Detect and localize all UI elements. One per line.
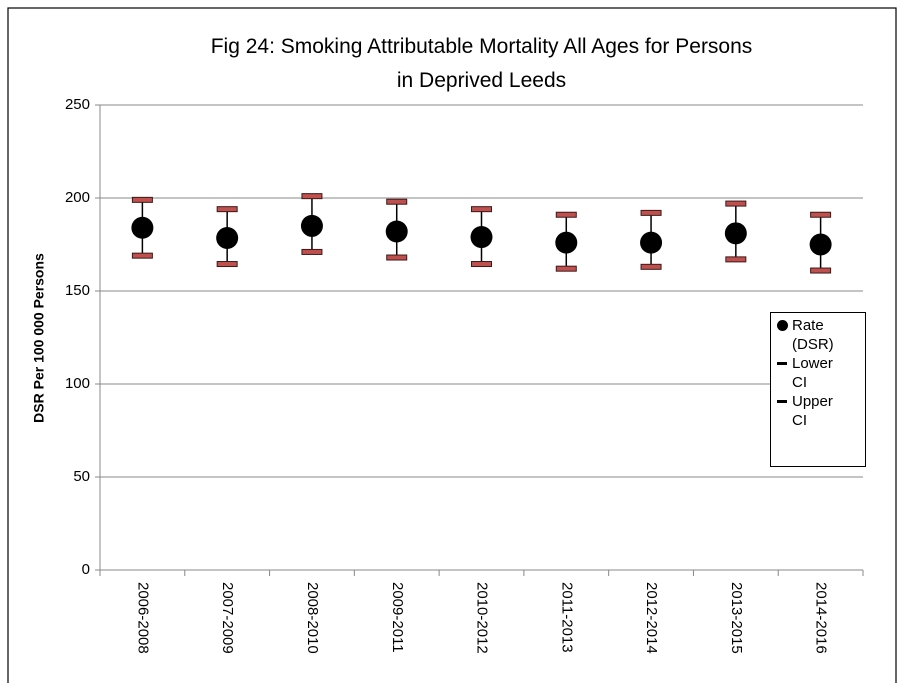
ci-marker bbox=[725, 200, 747, 207]
rate-marker bbox=[385, 220, 408, 243]
ci-marker bbox=[216, 261, 238, 268]
ci-marker bbox=[810, 211, 832, 218]
y-tick-label: 50 bbox=[73, 468, 90, 485]
rate-marker bbox=[300, 214, 323, 237]
rate-marker bbox=[216, 226, 239, 249]
legend-item: Rate (DSR) bbox=[775, 316, 861, 354]
x-tick-label: 2014-2016 bbox=[813, 582, 830, 654]
ci-marker bbox=[301, 193, 323, 200]
x-tick-label: 2011-2013 bbox=[558, 582, 575, 653]
chart-border bbox=[7, 7, 897, 683]
ci-marker bbox=[386, 254, 408, 261]
ci-marker bbox=[555, 265, 577, 272]
ci-marker bbox=[131, 252, 153, 259]
rate-marker bbox=[809, 233, 832, 256]
rate-marker bbox=[724, 222, 747, 245]
x-tick-label: 2006-2008 bbox=[134, 582, 151, 654]
legend-item: Upper CI bbox=[775, 392, 861, 430]
rate-marker bbox=[640, 231, 663, 254]
ci-marker bbox=[216, 206, 238, 213]
y-tick-label: 150 bbox=[65, 282, 90, 299]
y-tick-label: 0 bbox=[82, 561, 90, 578]
ci-marker bbox=[471, 206, 492, 213]
x-tick-label: 2009-2011 bbox=[389, 582, 406, 653]
legend: Rate (DSR) Lower CI Upper CI bbox=[770, 312, 866, 467]
legend-marker bbox=[775, 316, 789, 335]
legend-marker bbox=[775, 354, 789, 373]
legend-marker bbox=[775, 392, 789, 411]
rate-marker bbox=[470, 226, 493, 249]
ci-marker bbox=[471, 261, 492, 268]
x-tick-label: 2010-2012 bbox=[474, 582, 491, 654]
ci-marker bbox=[555, 211, 577, 218]
rate-marker bbox=[131, 216, 154, 239]
x-tick-label: 2012-2014 bbox=[643, 582, 660, 654]
x-tick-label: 2013-2015 bbox=[728, 582, 745, 654]
x-tick-label: 2008-2010 bbox=[304, 582, 321, 654]
y-axis-label: DSR Per 100 000 Persons bbox=[31, 253, 47, 423]
ci-marker bbox=[810, 267, 832, 274]
ci-marker bbox=[386, 198, 408, 205]
y-tick-label: 100 bbox=[65, 375, 90, 392]
legend-label: Upper CI bbox=[792, 393, 833, 429]
legend-label: Lower CI bbox=[792, 355, 833, 391]
legend-label: Rate (DSR) bbox=[792, 317, 834, 353]
chart-title: Fig 24: Smoking Attributable Mortality A… bbox=[210, 35, 753, 92]
ci-marker bbox=[301, 248, 323, 255]
y-tick-label: 250 bbox=[65, 96, 90, 113]
x-tick-label: 2007-2009 bbox=[219, 582, 236, 654]
y-tick-label: 200 bbox=[65, 189, 90, 206]
rate-marker bbox=[555, 231, 578, 254]
legend-item: Lower CI bbox=[775, 354, 861, 392]
ci-marker bbox=[725, 256, 747, 263]
ci-marker bbox=[640, 263, 662, 270]
ci-marker bbox=[640, 209, 662, 216]
ci-marker bbox=[131, 196, 153, 203]
